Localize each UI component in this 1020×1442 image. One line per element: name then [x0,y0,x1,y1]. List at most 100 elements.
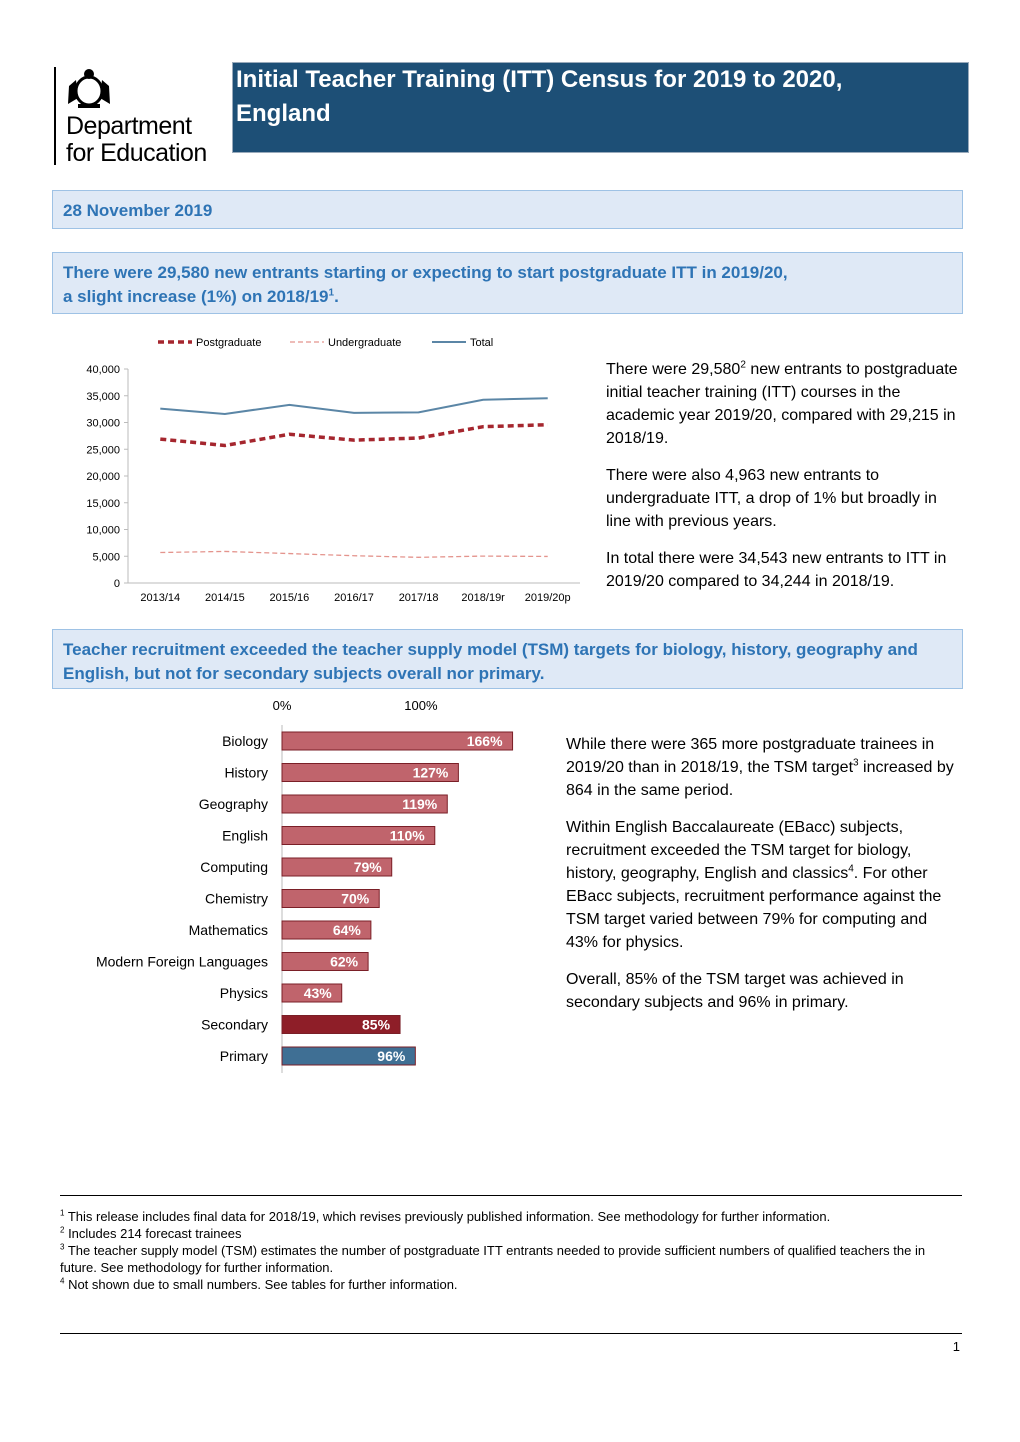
series-line [160,397,548,415]
footnote-text: The teacher supply model (TSM) estimates… [60,1243,926,1275]
x-tick-label: 2019/20p [525,592,571,604]
category-label: Secondary [201,1017,268,1033]
rule [60,1195,962,1196]
text: Overall, 85% of the TSM target was achie… [566,971,904,1011]
text: There were 29,580 [606,361,741,378]
x-tick-label: 2013/14 [140,592,180,604]
page-number: 1 [952,1339,960,1354]
value-label: 110% [390,828,426,844]
bar [281,952,369,971]
y-tick-label: 30,000 [86,418,120,430]
category-label: Modern Foreign Languages [96,954,268,970]
footnote-number: 2 [60,1225,65,1235]
text-column: While there were 365 more postgraduate t… [566,733,961,1028]
x-tick-label: 2016/17 [334,592,374,604]
logo-line: Department [66,112,192,140]
x-tick-label: 2014/15 [205,592,245,604]
footnote-ref: 3 [853,757,859,769]
text: Within English Baccalaureate (EBacc) sub… [566,819,912,882]
y-tick-label: 5,000 [92,551,120,563]
value-label: 119% [402,796,438,812]
date: 28 November 2019 [63,201,213,220]
category-label: Geography [199,796,268,812]
bar [281,763,459,782]
paragraph: While there were 365 more postgraduate t… [566,733,961,802]
category-label: Mathematics [189,922,268,938]
value-label: 85% [362,1017,391,1033]
x-tick-label: 2015/16 [270,592,310,604]
value-label: 43% [304,985,333,1001]
y-tick-label: 20,000 [86,471,120,483]
y-tick-label: 0 [114,578,120,590]
text: While there were 365 more postgraduate t… [566,736,935,776]
text-column: There were 29,5802 new entrants to postg… [606,358,966,607]
footnote: 3 The teacher supply model (TSM) estimat… [60,1242,960,1276]
footnote-text: Not shown due to small numbers. See tabl… [64,1277,458,1292]
category-label: History [224,765,268,781]
bar [281,794,448,814]
paragraph: There were 29,5802 new entrants to postg… [606,358,966,450]
category-label: Primary [220,1048,268,1064]
paragraph: There were also 4,963 new entrants to un… [606,464,966,533]
bar [281,920,372,940]
footnote: 4 Not shown due to small numbers. See ta… [60,1276,960,1293]
paragraph: Within English Baccalaureate (EBacc) sub… [566,816,961,954]
rule [60,1333,962,1334]
category-label: Chemistry [205,891,268,907]
headline: There were 29,580 new entrants starting … [52,252,963,314]
footnote-number: 3 [60,1242,65,1252]
logo-text: Department for Education [66,113,207,167]
headline: Teacher recruitment exceeded the teacher… [52,629,963,689]
headline-line: a slight increase (1%) on 2018/19 [63,287,329,306]
text: new entrants to postgraduate initial tea… [606,361,958,447]
bar [281,1015,401,1034]
legend-label: Undergraduate [328,337,401,349]
category-label: Computing [200,859,268,875]
value-label: 127% [413,765,449,781]
footnote-ref: 4 [848,863,854,875]
title-line: England [236,100,331,127]
y-tick-label: 40,000 [86,364,120,376]
text: In total there were 34,543 new entrants … [606,550,947,590]
series-line [160,422,548,448]
value-label: 64% [333,922,362,938]
y-tick-label: 10,000 [86,525,120,537]
value-label: 166% [467,733,503,749]
text: increased by 864 in the same period. [566,759,954,799]
bar [281,1046,416,1066]
value-label: 70% [341,891,370,907]
text: There were also 4,963 new entrants to un… [606,467,937,530]
value-label: 62% [330,954,359,970]
legend-label: Postgraduate [196,337,261,349]
bar-chart: 0% 100% Biology 166% History 127% Geography 119… [96,698,514,1073]
bar [281,826,436,845]
footnote: 1 This release includes final data for 2… [60,1208,960,1225]
y-tick-label: 35,000 [86,391,120,403]
date-box: 28 November 2019 [52,190,963,229]
crest [68,69,110,108]
category-label: English [222,828,268,844]
text: . For other EBacc subjects, recruitment … [566,865,942,951]
footnote-ref: 1 [328,287,335,299]
footnotes: 1 This release includes final data for 2… [60,1208,960,1293]
footnote-number: 1 [60,1208,65,1218]
footnote: 2 Includes 214 forecast trainees [60,1225,960,1242]
footnote-text: This release includes final data for 201… [64,1209,831,1224]
bar [281,857,393,877]
headline-line: There were 29,580 new entrants starting … [63,263,788,282]
bar [281,889,380,908]
title-line: Initial Teacher Training (ITT) Census fo… [236,66,843,93]
logo-line: for Education [66,139,207,167]
series-line [160,550,548,558]
x-tick-label: 0% [273,698,292,713]
x-tick-label: 2017/18 [399,592,439,604]
category-label: Biology [222,733,268,749]
y-tick-label: 25,000 [86,444,120,456]
bar [281,983,343,1003]
headline-line: . [334,287,339,306]
paragraph: In total there were 34,543 new entrants … [606,547,966,593]
headline-line: Teacher recruitment exceeded the teacher… [63,640,918,683]
legend-label: Total [470,337,493,349]
value-label: 79% [354,859,383,875]
